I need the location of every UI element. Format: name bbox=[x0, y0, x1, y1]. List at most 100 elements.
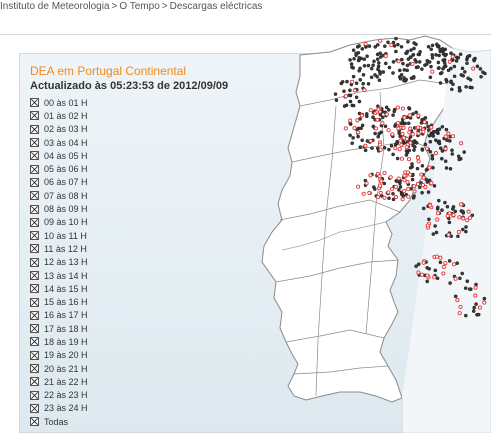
checkbox-checked-icon[interactable] bbox=[30, 204, 39, 214]
hour-filter-item[interactable]: 05 às 06 H bbox=[30, 162, 88, 175]
hour-filter-item[interactable]: 16 às 17 H bbox=[30, 309, 88, 322]
lightning-strike-dot bbox=[351, 74, 356, 79]
hour-filter-label: 04 às 05 H bbox=[44, 150, 88, 161]
checkbox-checked-icon[interactable] bbox=[30, 390, 39, 400]
portugal-land bbox=[261, 35, 491, 433]
lightning-strike-dot bbox=[364, 112, 369, 116]
lightning-strike-dot bbox=[387, 65, 392, 70]
lightning-strike-dot bbox=[391, 197, 396, 202]
lightning-strike-dot bbox=[428, 149, 433, 154]
hour-filter-item[interactable]: 02 às 03 H bbox=[30, 123, 88, 136]
lightning-strike-dot bbox=[357, 69, 362, 73]
lightning-strike-dot bbox=[367, 44, 372, 48]
lightning-strike-dot bbox=[363, 41, 368, 47]
lightning-strike-dot bbox=[399, 142, 404, 148]
lightning-strike-dot bbox=[368, 138, 373, 143]
lightning-strike-dot bbox=[443, 261, 448, 266]
hour-filter-label: 03 às 04 H bbox=[44, 137, 88, 148]
hour-filter-label: 10 às 11 H bbox=[44, 230, 87, 241]
checkbox-checked-icon[interactable] bbox=[30, 350, 39, 360]
hour-filter-item[interactable]: 17 às 18 H bbox=[30, 322, 88, 335]
hour-filter-label: 16 às 17 H bbox=[44, 310, 88, 321]
lightning-strike-dot bbox=[391, 40, 396, 45]
lightning-strike-dot bbox=[446, 232, 451, 237]
hour-filter-item[interactable]: 03 às 04 H bbox=[30, 136, 88, 149]
lightning-strike-dot bbox=[426, 128, 431, 132]
checkbox-checked-icon[interactable] bbox=[30, 231, 39, 241]
lightning-strike-dot bbox=[429, 125, 434, 130]
checkbox-checked-icon[interactable] bbox=[30, 177, 39, 187]
lightning-strike-dot bbox=[483, 71, 487, 76]
lightning-strike-dot bbox=[420, 182, 426, 188]
lightning-strike-dot bbox=[412, 140, 417, 145]
lightning-strike-dot bbox=[445, 138, 449, 142]
checkbox-checked-icon[interactable] bbox=[30, 111, 39, 121]
hour-filter-item[interactable]: 11 às 12 H bbox=[30, 242, 88, 255]
checkbox-checked-icon[interactable] bbox=[30, 310, 39, 320]
hour-filter-item[interactable]: 00 às 01 H bbox=[30, 96, 88, 109]
checkbox-checked-icon[interactable] bbox=[30, 217, 39, 227]
hour-filter-item[interactable]: 10 às 11 H bbox=[30, 229, 88, 242]
checkbox-checked-icon[interactable] bbox=[30, 324, 39, 334]
hour-filter-item[interactable]: 19 às 20 H bbox=[30, 349, 88, 362]
hour-filter-item[interactable]: 18 às 19 H bbox=[30, 335, 88, 348]
checkbox-checked-icon[interactable] bbox=[30, 403, 39, 413]
hour-filter-item[interactable]: 07 às 08 H bbox=[30, 189, 88, 202]
lightning-strike-dot bbox=[475, 64, 480, 69]
checkbox-checked-icon[interactable] bbox=[30, 191, 39, 201]
checkbox-checked-icon[interactable] bbox=[30, 337, 39, 347]
hour-filter-item[interactable]: 20 às 21 H bbox=[30, 362, 88, 375]
hour-filter-item[interactable]: 01 às 02 H bbox=[30, 109, 88, 122]
checkbox-checked-icon[interactable] bbox=[30, 364, 39, 374]
lightning-strike-dot bbox=[429, 47, 434, 52]
checkbox-checked-icon[interactable] bbox=[30, 138, 39, 148]
hour-filter-item[interactable]: 22 às 23 H bbox=[30, 389, 88, 402]
hour-filter-label: 21 às 22 H bbox=[44, 376, 88, 387]
hour-filter-label: 15 às 16 H bbox=[44, 297, 88, 308]
lightning-strike-dot bbox=[370, 146, 374, 150]
checkbox-checked-icon[interactable] bbox=[30, 271, 39, 280]
lightning-strike-dot bbox=[361, 191, 366, 196]
lightning-strike-dot bbox=[387, 196, 391, 200]
hour-filter-item[interactable]: 06 às 07 H bbox=[30, 176, 88, 189]
lightning-strike-dot bbox=[440, 208, 444, 212]
checkbox-checked-icon[interactable] bbox=[30, 417, 39, 427]
checkbox-checked-icon[interactable] bbox=[30, 377, 39, 387]
lightning-strike-dot bbox=[441, 271, 446, 276]
lightning-strike-dot bbox=[394, 49, 398, 54]
breadcrumb-separator: > bbox=[161, 1, 168, 12]
lightning-strike-dot bbox=[438, 260, 443, 265]
lightning-strike-dot bbox=[401, 125, 406, 130]
lightning-strike-dot bbox=[394, 36, 398, 41]
checkbox-checked-icon[interactable] bbox=[30, 164, 39, 174]
lightning-strike-dot bbox=[415, 155, 421, 160]
hour-filter-item[interactable]: Todas bbox=[30, 415, 88, 428]
lightning-strike-dot bbox=[348, 133, 352, 138]
checkbox-checked-icon[interactable] bbox=[30, 244, 39, 254]
hour-filter-item[interactable]: 14 às 15 H bbox=[30, 282, 88, 295]
hour-filter-item[interactable]: 13 às 14 H bbox=[30, 269, 88, 282]
checkbox-checked-icon[interactable] bbox=[30, 284, 39, 294]
breadcrumb-link[interactable]: Descargas eléctricas bbox=[169, 1, 263, 12]
hour-filter-item[interactable]: 21 às 22 H bbox=[30, 375, 88, 388]
hour-filter-item[interactable]: 23 às 24 H bbox=[30, 402, 88, 415]
lightning-strike-dot bbox=[460, 66, 465, 71]
checkbox-checked-icon[interactable] bbox=[30, 124, 39, 134]
breadcrumb-link[interactable]: Instituto de Meteorologia bbox=[0, 1, 110, 12]
lightning-strike-dot bbox=[405, 170, 410, 175]
hour-filter-item[interactable]: 12 às 13 H bbox=[30, 256, 88, 269]
hour-filter-label: Todas bbox=[44, 416, 69, 427]
breadcrumb-link[interactable]: O Tempo bbox=[119, 1, 160, 12]
hour-filter-item[interactable]: 15 às 16 H bbox=[30, 295, 88, 308]
hour-filter-item[interactable]: 04 às 05 H bbox=[30, 149, 88, 162]
checkbox-checked-icon[interactable] bbox=[30, 257, 39, 267]
lightning-strike-dot bbox=[458, 304, 463, 309]
hour-filter-label: 01 às 02 H bbox=[44, 110, 88, 121]
hour-filter-item[interactable]: 08 às 09 H bbox=[30, 202, 88, 215]
lightning-strike-dot bbox=[438, 146, 443, 150]
checkbox-checked-icon[interactable] bbox=[30, 98, 39, 108]
checkbox-checked-icon[interactable] bbox=[30, 151, 39, 161]
hour-filter-item[interactable]: 09 às 10 H bbox=[30, 216, 88, 229]
checkbox-checked-icon[interactable] bbox=[30, 297, 39, 307]
hour-filter-label: 17 às 18 H bbox=[44, 323, 88, 334]
